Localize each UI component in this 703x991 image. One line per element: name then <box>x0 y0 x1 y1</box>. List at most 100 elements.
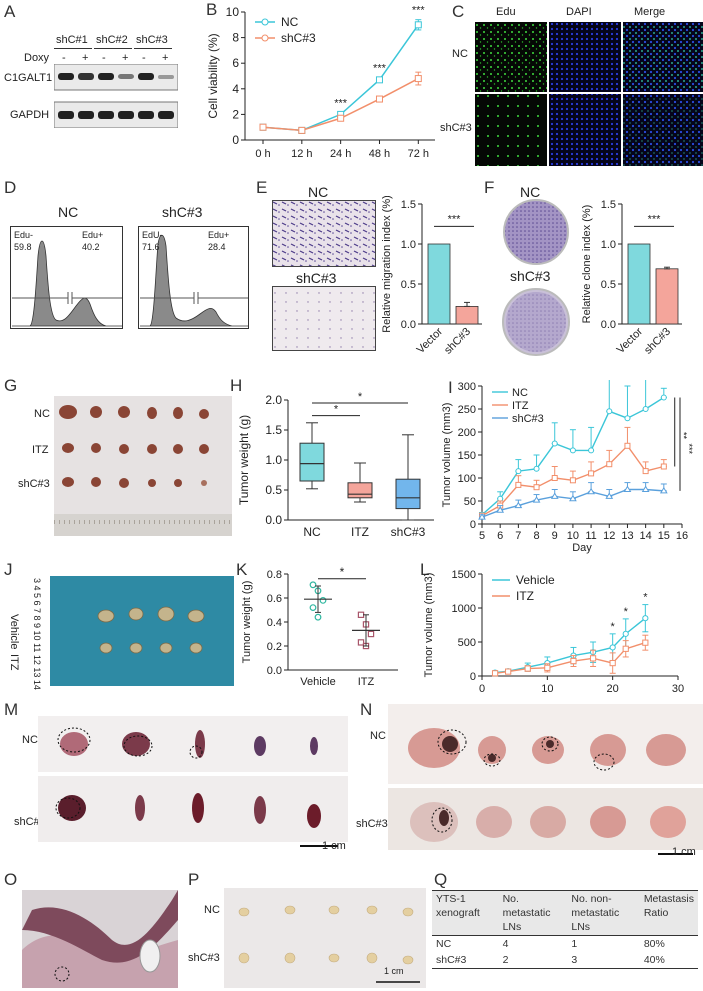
panel-label-a: A <box>4 2 16 21</box>
significance-label: *** <box>334 97 348 109</box>
legend-marker <box>261 34 269 42</box>
y-tick-label: 6 <box>232 56 239 70</box>
table-header-cell: No. metastatic LNs <box>502 893 551 933</box>
x-tick-label: Vector <box>415 325 446 356</box>
x-tick-label: 15 <box>658 530 670 542</box>
tumor-row-label-nc: NC <box>34 408 50 420</box>
legend-label: shC#3 <box>281 31 316 45</box>
significance-label: * <box>643 592 648 604</box>
significance-label: *** <box>648 213 662 225</box>
panel-label-i: I <box>448 378 453 397</box>
data-point <box>642 615 649 622</box>
x-tick-label: 10 <box>541 683 553 695</box>
blot-image <box>54 64 178 128</box>
data-point <box>515 468 522 475</box>
col-label-edu: Edu <box>496 6 516 18</box>
x-tick-label: shC#3 <box>642 326 673 357</box>
data-point <box>515 481 522 488</box>
table-header-cell: No. non-metastatic LNs <box>571 893 620 933</box>
y-tick-label: 0.6 <box>267 593 282 605</box>
panel-label-o: O <box>4 870 18 889</box>
x-tick-label: 72 h <box>408 148 429 160</box>
significance-label: * <box>611 621 616 633</box>
data-point <box>514 501 523 509</box>
y-tick-label: 0.8 <box>267 569 282 581</box>
flow-shc3-right-label: Edu+ <box>208 230 230 240</box>
tumor-row-label-itz: ITZ <box>32 444 49 456</box>
data-point <box>551 440 558 447</box>
clone-label-nc: NC <box>520 184 541 200</box>
y-tick-label: 0.0 <box>601 319 616 331</box>
n-scale-label: 1 cm <box>672 846 696 858</box>
doxy-sign: + <box>82 52 89 64</box>
row-label-shc3: shC#3 <box>440 122 472 134</box>
chart-f-clone-index: 0.0 0.5 1.0 1.5 Relative clone index (%) Vect… <box>581 199 682 357</box>
transwell-images <box>272 200 376 351</box>
data-point <box>337 114 345 122</box>
metastasis-table: YTS-1 xenograft No. metastatic LNs No. n… <box>432 890 698 969</box>
panel-label-c: C <box>452 2 465 21</box>
data-point <box>609 659 616 667</box>
data-point <box>414 21 422 29</box>
y-tick-label: 0 <box>232 133 239 147</box>
y-tick-label: 8 <box>232 31 239 45</box>
x-tick-label: 5 <box>479 530 485 542</box>
significance-label: ** <box>679 432 689 440</box>
chart-e-migration-index: 0.0 0.5 1.0 1.5 Relative migration index (%)… <box>381 196 482 357</box>
x-tick-label: 0 h <box>255 148 270 160</box>
data-point <box>641 485 650 492</box>
table-cell: 3 <box>571 954 578 966</box>
x-tick-label: NC <box>303 525 321 539</box>
x-tick-label: shC#3 <box>442 326 473 357</box>
significance-label: *** <box>448 213 462 225</box>
legend-label: ITZ <box>512 400 529 412</box>
legend-label: NC <box>281 15 299 29</box>
bar-Vector <box>427 243 451 325</box>
table-row: NC 4 1 80% <box>432 935 698 953</box>
j-ruler: 3 4 5 6 7 8 9 10 11 12 13 14 <box>32 578 42 690</box>
y-tick-label: 0.5 <box>265 483 282 497</box>
x-tick-label: 8 <box>533 530 539 542</box>
data-point <box>622 630 629 637</box>
y-tick-label: 0 <box>470 671 476 683</box>
legend-label: shC#3 <box>512 413 544 425</box>
significance-label: *** <box>684 444 694 455</box>
y-tick-label: 4 <box>232 82 239 96</box>
panel-label-d: D <box>4 178 17 197</box>
flow-shc3-right-value: 28.4 <box>208 242 226 252</box>
chart-b-cell-viability: 0 2 4 6 8 10 Cell viability (%) 0 h 12 h 24 h 48 h… <box>206 5 435 160</box>
data-point <box>550 492 559 499</box>
doxy-label: Doxy <box>24 52 50 64</box>
legend-label: Vehicle <box>516 573 555 587</box>
x-tick-label: 13 <box>621 530 633 542</box>
significance-label: *** <box>412 5 426 17</box>
y-tick-label: 100 <box>458 473 476 485</box>
tumor-blue-photo <box>50 576 234 686</box>
x-tick-label: 12 h <box>291 148 312 160</box>
significance-label: * <box>334 404 339 416</box>
y-tick-label: 0.0 <box>265 513 282 527</box>
table-cell: 40% <box>643 954 665 966</box>
table-cell: 2 <box>502 954 509 966</box>
table-cell: 4 <box>502 938 509 950</box>
data-point <box>569 447 576 454</box>
p-row-label-nc: NC <box>204 904 220 916</box>
n-row-label-nc: NC <box>370 730 386 742</box>
legend-label: NC <box>512 387 528 399</box>
group-label-shc1: shC#1 <box>56 34 88 46</box>
data-point <box>642 468 649 475</box>
data-point <box>505 668 512 675</box>
y-tick-label: 2 <box>232 107 239 121</box>
data-point <box>623 485 632 492</box>
bar-Vector <box>627 243 651 325</box>
row-label-nc: NC <box>452 48 468 60</box>
lymph-node-images <box>224 888 426 988</box>
data-point <box>569 494 577 502</box>
legend-label: ITZ <box>516 589 534 603</box>
y-tick-label: 10 <box>226 5 240 19</box>
x-tick-label: shC#3 <box>391 525 426 539</box>
panel-label-b: B <box>206 0 218 19</box>
doxy-sign: + <box>162 52 169 64</box>
y-axis-title: Cell viability (%) <box>206 33 220 118</box>
x-axis-title: Day <box>572 542 592 554</box>
